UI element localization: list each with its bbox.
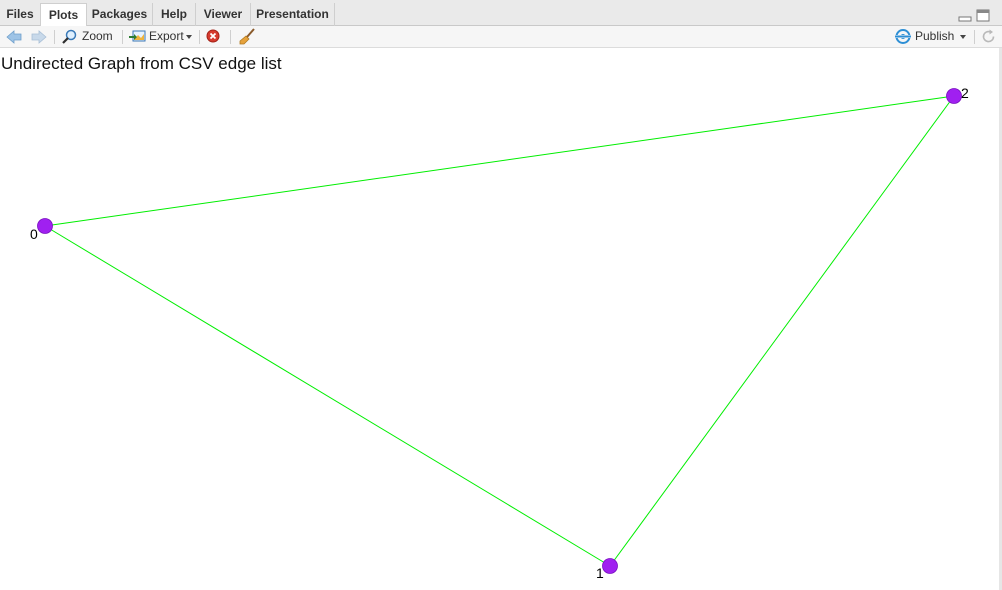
maximize-icon[interactable] <box>976 9 990 22</box>
graph-node-label-0: 0 <box>30 226 38 242</box>
plot-title: Undirected Graph from CSV edge list <box>1 54 282 73</box>
tab-packages[interactable]: Packages <box>87 3 153 26</box>
export-image-icon <box>129 30 146 42</box>
dropdown-caret-icon <box>960 35 966 39</box>
tab-help[interactable]: Help <box>153 3 196 26</box>
broom-icon[interactable] <box>239 28 255 49</box>
graph-node-1 <box>602 558 618 574</box>
graph-node-label-2: 2 <box>961 85 969 101</box>
zoom-label: Zoom <box>82 29 113 43</box>
pane-tab-bar: Files Plots Packages Help Viewer Present… <box>0 0 1002 27</box>
dropdown-caret-icon <box>186 35 192 39</box>
remove-plot-icon[interactable] <box>206 29 220 50</box>
graph-node-2 <box>946 88 962 104</box>
refresh-icon[interactable] <box>981 29 996 50</box>
zoom-icon <box>62 29 77 44</box>
tab-viewer[interactable]: Viewer <box>196 3 251 26</box>
arrow-left-icon[interactable] <box>6 30 22 51</box>
graph-node-label-1: 1 <box>596 565 604 581</box>
export-label: Export <box>149 29 184 43</box>
graph-edge-1-2 <box>609 95 955 567</box>
graph-canvas: 0 1 2 <box>30 85 969 581</box>
vertical-scrollbar[interactable] <box>999 48 1002 590</box>
plots-toolbar: Zoom Export Publish <box>0 26 1002 48</box>
publish-label: Publish <box>915 29 955 43</box>
tab-files[interactable]: Files <box>0 3 41 26</box>
publish-icon <box>894 29 912 44</box>
tab-presentation[interactable]: Presentation <box>251 3 335 26</box>
minimize-icon[interactable] <box>958 16 972 22</box>
pane-window-controls <box>958 9 990 22</box>
graph-node-0 <box>37 218 53 234</box>
graph-edge-0-1 <box>44 225 611 567</box>
arrow-right-icon[interactable] <box>31 30 47 51</box>
plot-area: 0 1 2 <box>0 48 1002 590</box>
graph-edge-0-2 <box>44 95 955 227</box>
tab-plots[interactable]: Plots <box>40 3 87 27</box>
